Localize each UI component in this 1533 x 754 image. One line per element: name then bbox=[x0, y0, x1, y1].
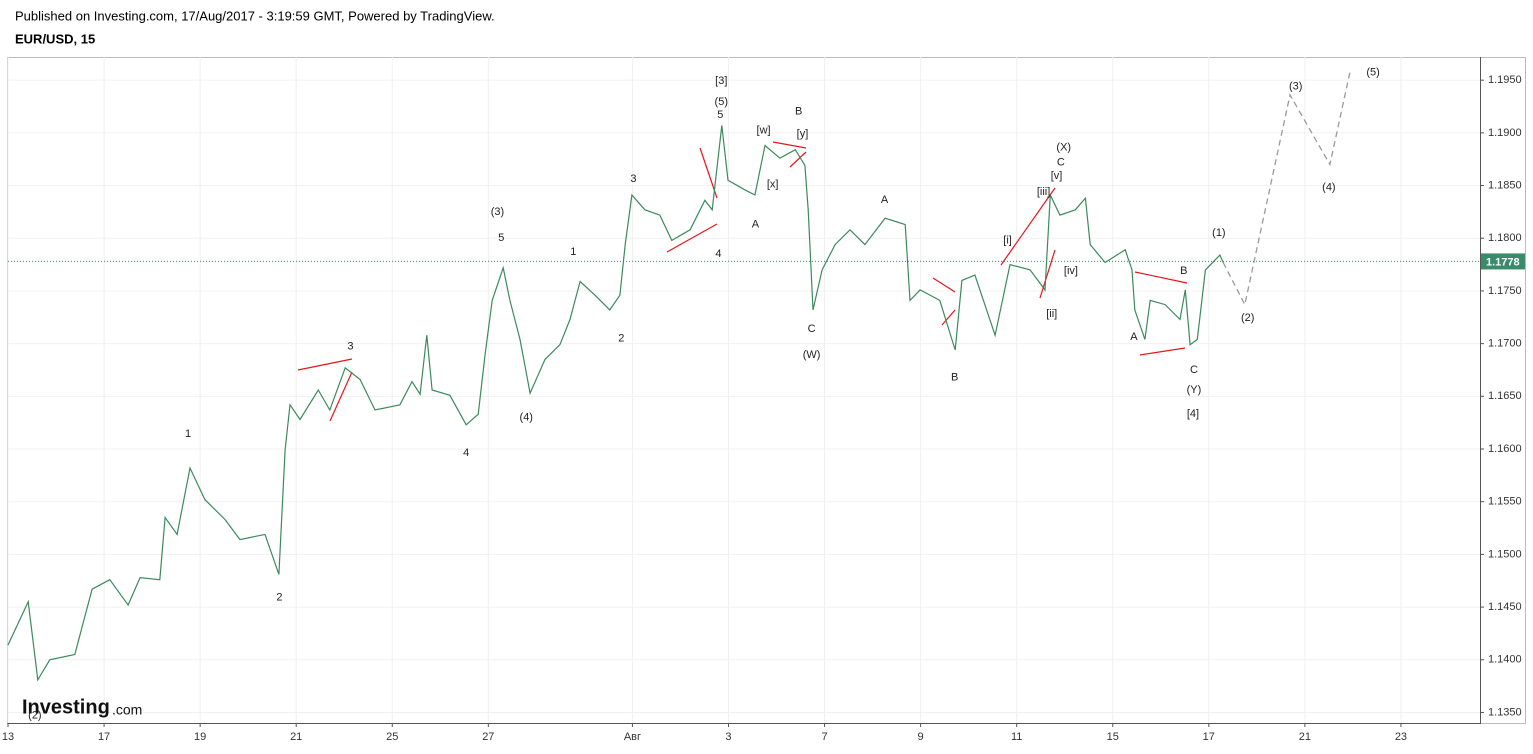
x-tick-label: 21 bbox=[290, 731, 302, 743]
wave-label: (2) bbox=[1241, 312, 1254, 324]
x-tick-label: 7 bbox=[821, 731, 827, 743]
wave-label: [x] bbox=[767, 178, 779, 190]
wave-label: (3) bbox=[491, 206, 504, 218]
wave-label: C bbox=[808, 323, 816, 335]
y-tick-label: 1.1750 bbox=[1488, 285, 1522, 297]
trendline bbox=[1000, 187, 1056, 266]
x-tick-label: 27 bbox=[482, 731, 494, 743]
trendline bbox=[772, 141, 807, 149]
wave-label: (4) bbox=[1322, 182, 1335, 194]
y-tick-label: 1.1600 bbox=[1488, 443, 1522, 455]
logo-suffix: .com bbox=[112, 702, 142, 718]
wave-label: [3] bbox=[715, 75, 727, 87]
trendline bbox=[789, 151, 807, 168]
wave-label: 4 bbox=[715, 248, 721, 260]
x-tick-label: 15 bbox=[1107, 731, 1119, 743]
wave-label: [w] bbox=[757, 125, 771, 137]
x-tick-label: 13 bbox=[2, 731, 14, 743]
logo-brand: Investing bbox=[22, 696, 110, 718]
trendline bbox=[932, 277, 956, 293]
wave-label: (3) bbox=[1289, 80, 1302, 92]
y-tick-label: 1.1950 bbox=[1488, 74, 1522, 86]
x-tick-label: 17 bbox=[98, 731, 110, 743]
wave-label: (4) bbox=[520, 411, 533, 423]
wave-label: (Y) bbox=[1187, 384, 1202, 396]
wave-label: A bbox=[881, 194, 889, 206]
wave-label: [4] bbox=[1187, 408, 1199, 420]
x-tick-label: 19 bbox=[194, 731, 206, 743]
trendline bbox=[329, 371, 353, 422]
x-tick-label: 9 bbox=[918, 731, 924, 743]
y-tick-label: 1.1800 bbox=[1488, 232, 1522, 244]
chart-title: EUR/USD, 15 bbox=[15, 31, 95, 46]
wave-label: 2 bbox=[618, 332, 624, 344]
wave-label: 2 bbox=[276, 592, 282, 604]
y-tick-label: 1.1900 bbox=[1488, 127, 1522, 139]
wave-label: 1 bbox=[570, 246, 576, 258]
price-line bbox=[7, 125, 1224, 682]
trendline bbox=[666, 223, 718, 253]
wave-label: C bbox=[1057, 156, 1065, 168]
wave-label: [i] bbox=[1003, 234, 1012, 246]
projection-line bbox=[1222, 71, 1351, 307]
wave-label: [iii] bbox=[1037, 186, 1050, 198]
plot bbox=[7, 71, 1480, 682]
y-tick-label: 1.1550 bbox=[1488, 496, 1522, 508]
last-price-label: 1.1778 bbox=[1486, 256, 1520, 268]
wave-label: (W) bbox=[803, 349, 821, 361]
wave-label: 1 bbox=[185, 428, 191, 440]
y-tick-label: 1.1350 bbox=[1488, 706, 1522, 718]
wave-label: (2) bbox=[28, 710, 41, 722]
wave-label: (5) bbox=[1366, 67, 1379, 79]
y-tick-label: 1.1400 bbox=[1488, 654, 1522, 666]
wave-label: [iv] bbox=[1064, 265, 1078, 277]
wave-label: C bbox=[1190, 364, 1198, 376]
wave-label: 4 bbox=[463, 447, 469, 459]
x-tick-label: 23 bbox=[1395, 731, 1407, 743]
chart-frame bbox=[7, 57, 1526, 724]
trendline bbox=[1134, 271, 1188, 284]
last-price-box bbox=[1481, 253, 1525, 270]
wave-label: 3 bbox=[347, 341, 353, 353]
wave-label: 3 bbox=[630, 173, 636, 185]
x-tick-label: 21 bbox=[1299, 731, 1311, 743]
x-tick-label: 17 bbox=[1203, 731, 1215, 743]
trendline bbox=[297, 358, 353, 371]
wave-label: (5) bbox=[715, 96, 728, 108]
y-tick-label: 1.1650 bbox=[1488, 390, 1522, 402]
x-tick-label: 11 bbox=[1011, 731, 1022, 743]
x-tick-label: 3 bbox=[725, 731, 731, 743]
y-tick-label: 1.1700 bbox=[1488, 338, 1522, 350]
wave-label: [v] bbox=[1051, 170, 1063, 182]
logo: Investing .com bbox=[22, 696, 142, 718]
wave-label: (1) bbox=[1212, 227, 1225, 239]
y-tick-label: 1.1500 bbox=[1488, 548, 1522, 560]
published-note: Published on Investing.com, 17/Aug/2017 … bbox=[15, 8, 495, 23]
grid bbox=[7, 57, 1480, 723]
wave-label: [ii] bbox=[1046, 308, 1057, 320]
wave-label: (X) bbox=[1056, 142, 1071, 154]
trendline bbox=[941, 309, 956, 326]
wave-label: 5 bbox=[498, 232, 504, 244]
wave-label: A bbox=[1130, 331, 1138, 343]
wave-label: B bbox=[951, 371, 958, 383]
wave-label: 5 bbox=[717, 109, 723, 121]
trendline bbox=[1039, 249, 1056, 299]
y-tick-label: 1.1450 bbox=[1488, 601, 1522, 613]
wave-label: B bbox=[795, 106, 802, 118]
trendline bbox=[1139, 347, 1186, 356]
wave-label: B bbox=[1180, 265, 1187, 277]
wave-label: [y] bbox=[797, 128, 809, 140]
x-tick-label: Авг bbox=[624, 731, 641, 743]
wave-label: A bbox=[752, 218, 760, 230]
y-tick-label: 1.1850 bbox=[1488, 179, 1522, 191]
x-tick-label: 25 bbox=[386, 731, 398, 743]
